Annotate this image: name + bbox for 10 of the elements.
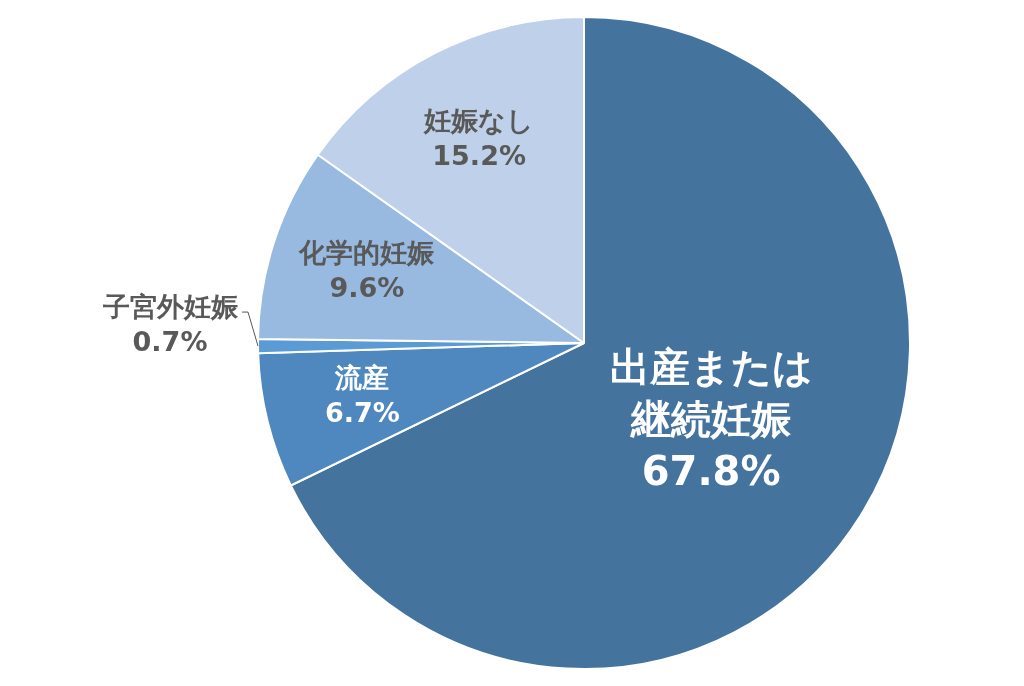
slice-label: 子宮外妊娠 — [101, 290, 239, 322]
data-label: 15.2% — [432, 139, 526, 171]
data-label: 0.7% — [132, 325, 208, 357]
slice-label: 妊娠なし — [423, 104, 535, 136]
slice-label: 流産 — [334, 362, 390, 394]
slice-label: 出産または継続妊娠 — [609, 343, 813, 442]
data-label: 67.8% — [641, 447, 781, 494]
data-label: 9.6% — [329, 272, 405, 304]
slice-label: 化学的妊娠 — [298, 236, 436, 268]
data-label: 6.7% — [325, 397, 400, 429]
